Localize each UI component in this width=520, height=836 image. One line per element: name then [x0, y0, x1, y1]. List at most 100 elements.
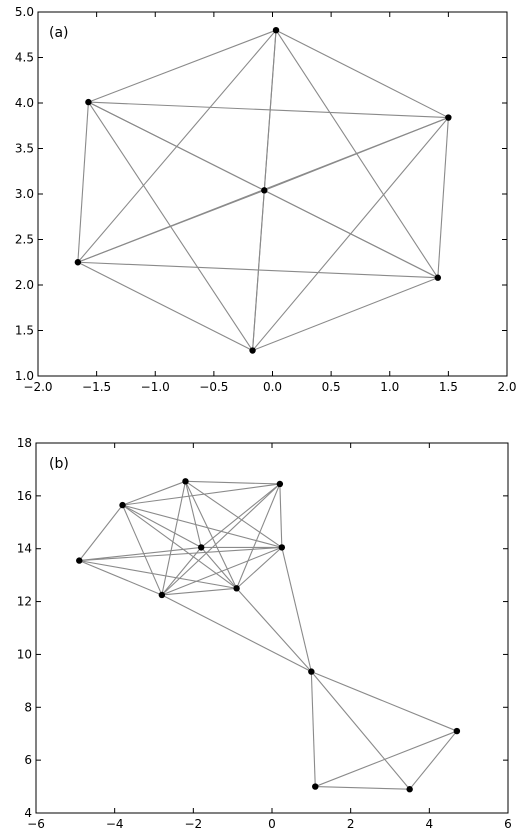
panel-b-x-tick-label: −4 — [106, 817, 124, 831]
panel-b-x-tick-label: 6 — [504, 817, 512, 831]
panel-b-x-tick-label: 2 — [347, 817, 355, 831]
panel-a-x-tick-label: 1.0 — [380, 380, 399, 394]
panel-b-edge — [161, 483, 281, 596]
panel-a-node — [74, 259, 82, 266]
panel-a-edge — [88, 101, 449, 119]
panel-b-edge — [281, 547, 312, 672]
panel-b-y-tick-label: 16 — [17, 489, 32, 503]
panel-b-edge — [79, 560, 237, 589]
panel-a-label: (a) — [49, 25, 69, 41]
panel-b-y-tick-label: 6 — [24, 753, 32, 767]
panel-a-edge — [252, 277, 439, 352]
panel-b-node — [312, 783, 319, 790]
panel-b-edges — [78, 480, 458, 790]
panel-b-edge — [200, 483, 281, 548]
panel-a-x-tick-label: 0.0 — [263, 380, 282, 394]
panel-b-y-tick-label: 12 — [17, 595, 32, 609]
panel-b-ticks: −6 −4 −2 0 2 4 6 4 6 8 10 12 14 16 18 — [17, 436, 512, 831]
panel-b-edge — [161, 594, 312, 673]
panel-b-edge — [184, 481, 238, 589]
panel-a-edge — [88, 29, 277, 103]
panel-a-node — [445, 114, 452, 121]
panel-b-edge — [185, 480, 283, 548]
panel-b-edge — [311, 671, 458, 732]
panel-a-ticks: −2.0 −1.5 −1.0 −0.5 0.0 0.5 1.0 1.5 2.0 1.0 1.5 2.0… — [15, 5, 517, 394]
panel-b-edge — [184, 481, 202, 548]
panel-a-edge — [77, 189, 265, 263]
panel-b-node — [308, 668, 315, 675]
panel-b-edge — [79, 546, 282, 562]
panel-b-y-tick-label: 14 — [17, 542, 32, 556]
panel-b-node — [406, 786, 413, 793]
panel-a-nodes — [74, 27, 452, 354]
panel-a-edge — [77, 261, 438, 279]
panel-a-edge — [252, 190, 265, 351]
panel-b-edge — [122, 504, 237, 589]
panel-b-edge — [236, 587, 312, 672]
panel-a-edge — [77, 261, 253, 352]
panel-b-y-tick-label: 10 — [17, 647, 32, 661]
panel-a-y-tick-label: 4.0 — [15, 96, 34, 110]
panel-b-edge — [161, 587, 237, 596]
panel-a-y-tick-label: 5.0 — [15, 5, 34, 19]
panel-a-x-tick-label: −1.0 — [141, 380, 170, 394]
panel-a-y-tick-label: 1.0 — [15, 369, 34, 383]
panel-b-x-tick-label: −2 — [184, 817, 202, 831]
panel-b-node — [76, 557, 83, 564]
panel-a-y-tick-label: 2.0 — [15, 278, 34, 292]
panel-a-x-tick-label: 0.5 — [322, 380, 341, 394]
panel-b-edge — [79, 546, 202, 562]
panel-b-edge — [122, 504, 202, 548]
panel-a-y-tick-label: 3.0 — [15, 187, 34, 201]
panel-a-y-tick-label: 2.5 — [15, 233, 34, 247]
panel-a-edge — [77, 102, 89, 263]
panel-b-node — [182, 478, 189, 485]
panel-b-node — [119, 501, 126, 509]
panel-b-edge — [236, 546, 283, 589]
panel-b-edge — [79, 560, 163, 596]
panel-b-label: (b) — [49, 456, 69, 472]
panel-a-edge — [437, 117, 449, 278]
panel-a-x-tick-label: 1.5 — [439, 380, 458, 394]
panel-b-edge — [409, 730, 458, 790]
panel-a-y-tick-label: 4.5 — [15, 51, 34, 65]
panel-b-edge — [78, 504, 123, 561]
panel-b-edge — [122, 480, 186, 506]
panel-b-y-tick-label: 8 — [24, 700, 32, 714]
panel-b-chart: −6 −4 −2 0 2 4 6 4 6 8 10 12 14 16 18 (b) — [17, 436, 512, 831]
panel-b-x-tick-label: 0 — [268, 817, 276, 831]
panel-b-node — [158, 591, 166, 599]
panel-b-nodes — [76, 478, 461, 793]
panel-b-node — [198, 544, 205, 551]
panel-b-edge — [122, 504, 282, 548]
panel-b-x-tick-label: −6 — [27, 817, 45, 831]
panel-a-x-tick-label: −2.0 — [23, 380, 52, 394]
panel-a-y-tick-label: 1.5 — [15, 324, 34, 338]
panel-b-edge — [315, 786, 410, 790]
panel-b-edge — [315, 730, 458, 788]
panel-b-node — [453, 727, 461, 735]
panel-b-node — [233, 585, 240, 592]
panel-a-x-tick-label: −1.5 — [82, 380, 111, 394]
panel-a-edge — [264, 189, 439, 279]
panel-b-edge — [236, 483, 281, 589]
panel-b-edge — [185, 480, 280, 485]
panel-a-x-tick-label: −0.5 — [199, 380, 228, 394]
panel-b-edge — [122, 504, 163, 596]
panel-b-edge — [310, 671, 411, 790]
panel-b-edge — [310, 671, 316, 787]
panel-b-edge — [279, 483, 283, 548]
panel-a-node — [434, 274, 442, 281]
panel-b-node — [276, 480, 284, 488]
panel-a-node — [249, 347, 256, 354]
panel-a-node — [85, 98, 92, 106]
panel-b-edge — [122, 483, 280, 506]
panel-b-edge — [161, 547, 202, 596]
panel-b-y-tick-label: 4 — [24, 806, 32, 820]
panel-b-node — [278, 544, 286, 551]
panel-a-node — [261, 187, 268, 194]
panel-b-edge — [161, 546, 283, 596]
panel-a-y-tick-label: 3.5 — [15, 142, 34, 156]
panel-b-edge — [200, 547, 238, 589]
